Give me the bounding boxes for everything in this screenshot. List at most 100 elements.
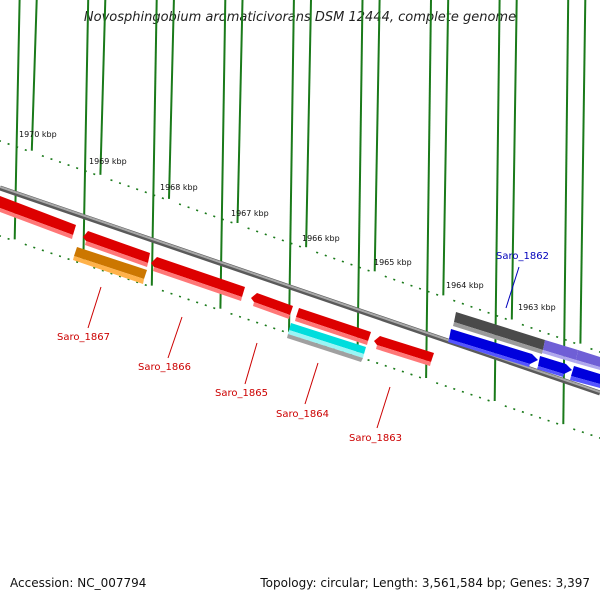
- feature-red-2: [83, 231, 150, 267]
- scale-minor-tick: [93, 173, 96, 176]
- scale-minor-tick: [418, 287, 422, 290]
- scale-major-tick: [288, 0, 295, 332]
- scale-minor-tick: [401, 281, 405, 284]
- scale-minor-tick: [204, 304, 207, 307]
- genome-backbone: [0, 185, 600, 396]
- scale-minor-tick: [444, 384, 447, 388]
- scale-minor-tick: [0, 235, 2, 238]
- scale-minor-tick: [435, 293, 439, 296]
- scale-minor-tick: [58, 255, 62, 258]
- feature-red-saro-1865: [251, 293, 293, 319]
- scale-minor-tick: [24, 243, 27, 246]
- scale-minor-tick: [581, 431, 585, 434]
- scale-minor-tick: [521, 410, 525, 414]
- scale-minor-tick: [187, 298, 190, 301]
- scale-minor-tick: [204, 212, 207, 215]
- scale-minor-tick: [0, 140, 2, 143]
- feature-red-3: [295, 308, 371, 345]
- scale-minor-tick: [273, 327, 276, 330]
- scale-minor-tick: [530, 413, 533, 416]
- scale-minor-tick: [75, 167, 79, 170]
- scale-minor-tick: [513, 408, 516, 411]
- scale-minor-tick: [590, 347, 593, 351]
- feature-purple: [542, 340, 600, 370]
- scale-minor-tick: [213, 215, 216, 218]
- scale-minor-tick: [375, 361, 379, 365]
- scale-minor-tick: [195, 209, 199, 212]
- scale-minor-tick: [187, 206, 190, 209]
- scale-minor-tick: [538, 416, 542, 419]
- accession-text: Accession: NC_007794: [10, 576, 147, 590]
- scale-label: 1967 kbp: [231, 209, 269, 218]
- scale-minor-tick: [461, 390, 465, 393]
- scale-minor-tick: [547, 419, 550, 422]
- scale-minor-tick: [238, 315, 242, 318]
- scale-minor-tick: [41, 154, 45, 158]
- map-title: Novosphingobium aromaticivorans DSM 1244…: [83, 10, 517, 25]
- scale-label: 1968 kbp: [160, 183, 198, 192]
- scale-track-top: [0, 0, 600, 353]
- scale-label: 1970 kbp: [19, 130, 57, 139]
- scale-label: 1964 kbp: [446, 281, 484, 290]
- gene-label-saro-1864: Saro_1864: [276, 409, 329, 420]
- feature-red-saro-1863: [374, 336, 434, 366]
- feature-gray-saro-1862: [453, 312, 545, 354]
- scale-minor-tick: [350, 263, 353, 266]
- scale-major-tick: [425, 0, 432, 379]
- scale-minor-tick: [341, 260, 345, 263]
- scale-minor-tick: [247, 227, 250, 230]
- scale-minor-tick: [333, 257, 336, 260]
- scale-minor-tick: [410, 284, 413, 287]
- scale-minor-tick: [101, 269, 105, 272]
- scale-minor-tick: [273, 236, 276, 239]
- scale-minor-tick: [144, 191, 147, 194]
- feature-orange-saro-1867: [73, 247, 147, 284]
- scale-major-tick: [493, 0, 501, 402]
- scale-minor-tick: [110, 179, 113, 182]
- scale-minor-tick: [33, 246, 36, 249]
- scale-minor-tick: [393, 278, 396, 281]
- scale-minor-tick: [538, 329, 542, 332]
- feature-blue-1: [448, 329, 538, 367]
- scale-minor-tick: [255, 230, 259, 233]
- scale-minor-tick: [478, 308, 482, 311]
- scale-minor-tick: [324, 254, 327, 257]
- scale-minor-tick: [393, 367, 396, 370]
- scale-major-tick: [510, 0, 518, 320]
- scale-minor-tick: [453, 387, 456, 391]
- scale-minor-tick: [127, 185, 130, 188]
- scale-major-tick: [13, 0, 21, 240]
- scale-minor-tick: [247, 318, 250, 321]
- scale-labels: 1970 kbp 1969 kbp 1968 kbp 1967 kbp 1966…: [19, 130, 556, 312]
- scale-minor-tick: [195, 301, 199, 304]
- scale-minor-tick: [598, 436, 600, 439]
- gene-label-saro-1863: Saro_1863: [349, 433, 402, 444]
- scale-minor-tick: [7, 237, 10, 240]
- scale-minor-tick: [170, 292, 173, 295]
- feature-red-saro-1866: [151, 257, 245, 301]
- scale-minor-tick: [161, 289, 165, 292]
- scale-major-tick: [236, 0, 244, 224]
- scale-minor-tick: [135, 188, 139, 191]
- gene-label-saro-1867: Saro_1867: [57, 332, 110, 343]
- scale-minor-tick: [281, 330, 285, 333]
- scale-minor-tick: [281, 239, 285, 242]
- scale-minor-tick: [255, 321, 259, 324]
- gene-label-saro-1862: Saro_1862: [496, 251, 549, 262]
- scale-minor-tick: [435, 382, 439, 385]
- scale-major-tick: [373, 0, 381, 272]
- scale-minor-tick: [178, 203, 182, 206]
- scale-major-tick: [305, 0, 312, 248]
- scale-minor-tick: [598, 350, 600, 353]
- scale-minor-tick: [230, 221, 233, 224]
- scale-minor-tick: [213, 307, 216, 310]
- scale-minor-tick: [298, 245, 302, 248]
- scale-minor-tick: [75, 260, 79, 264]
- scale-minor-tick: [67, 164, 70, 167]
- scale-minor-tick: [453, 299, 456, 302]
- scale-minor-tick: [410, 373, 413, 376]
- scale-minor-tick: [178, 295, 182, 298]
- scale-minor-tick: [470, 393, 473, 396]
- feature-blue-3: [570, 366, 600, 388]
- scale-minor-tick: [384, 275, 387, 278]
